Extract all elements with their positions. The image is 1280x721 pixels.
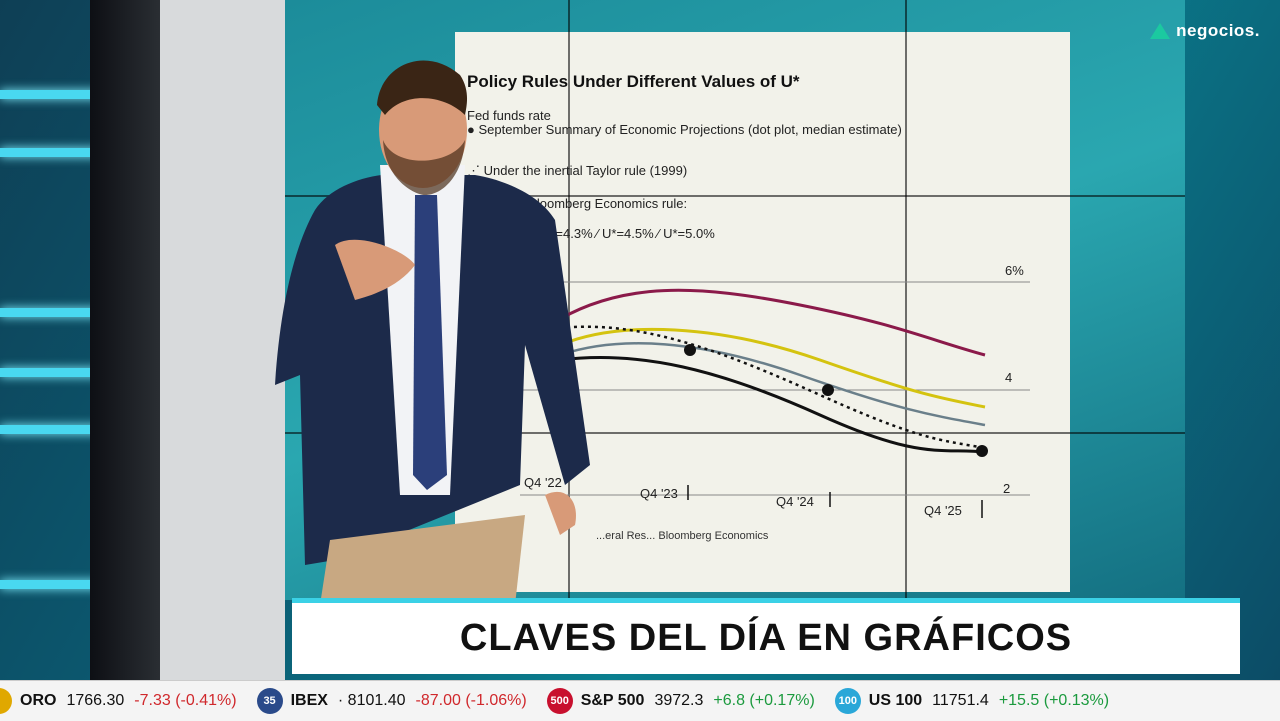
series-line-gray (559, 342, 986, 427)
ticker-change: +6.8 (+0.17%) (713, 692, 815, 709)
ticker-change: +15.5 (+0.13%) (998, 692, 1110, 709)
logo-icon (1150, 23, 1171, 39)
screen-seam (905, 0, 907, 600)
ticker-item: ORO 1766.30 -7.33 (-0.41%) (0, 688, 237, 714)
screen-seam (568, 0, 570, 600)
ticker-value: 1766.30 (66, 692, 125, 709)
channel-logo: negocios. (1150, 16, 1260, 46)
screen-seam (285, 195, 1185, 197)
dot-plot-point (822, 384, 834, 396)
ticker-badge: 100 (834, 688, 861, 714)
ticker-name: ORO (20, 692, 57, 709)
ticker-badge: 35 (256, 688, 283, 714)
ticker-value: 11751.4 (932, 692, 989, 709)
ticker-name: IBEX (290, 692, 328, 709)
studio-wall (160, 0, 285, 680)
legend-label: Under the inertial Taylor rule (1999) (483, 163, 688, 178)
neon-light (0, 90, 150, 99)
presenter (275, 60, 590, 605)
market-ticker: ORO 1766.30 -7.33 (-0.41%) 35 IBEX · 810… (0, 680, 1280, 721)
legend-ustar: % ⁄ U*=4.3% ⁄ U*=4.5% ⁄ U*=5.0% (520, 226, 715, 241)
ticker-badge: 500 (546, 688, 573, 714)
logo-text: negocios. (1176, 21, 1260, 40)
lower-third-banner: CLAVES DEL DÍA EN GRÁFICOS (292, 598, 1240, 674)
ticker-item: 35 IBEX · 8101.40 -87.00 (-1.06%) (256, 688, 527, 714)
ticker-name: S&P 500 (580, 692, 645, 709)
ticker-badge (0, 688, 12, 714)
y-tick-label: 2 (1003, 481, 1011, 496)
x-tick-label: Q4 '23 (640, 486, 678, 501)
ticker-change: -87.00 (-1.06%) (415, 692, 527, 709)
dot-plot-point (976, 445, 988, 457)
studio-background: Policy Rules Under Different Values of U… (0, 0, 1280, 680)
screen-seam (285, 432, 1185, 434)
ticker-item: 100 US 100 11751.4 +15.5 (+0.13%) (834, 688, 1110, 714)
series-line-red (549, 288, 986, 357)
chart-lines (520, 281, 1030, 518)
legend-label: September Summary of Economic Projection… (478, 122, 902, 137)
x-tick-label: Q4 '24 (776, 494, 814, 509)
x-tick-label: Q4 '22 (524, 475, 562, 490)
chart-source: ...eral Res... Bloomberg Economics (596, 530, 769, 542)
legend-taylor: ⋰ Under the inertial Taylor rule (1999) (467, 163, 688, 178)
neon-light (0, 368, 125, 377)
y-tick-label: 6% (1005, 263, 1024, 278)
banner-title: CLAVES DEL DÍA EN GRÁFICOS (459, 617, 1073, 659)
ticker-item: 500 S&P 500 3972.3 +6.8 (+0.17%) (546, 688, 815, 714)
ticker-value: · 8101.40 (337, 692, 406, 709)
neon-light (0, 425, 120, 434)
y-tick-label: 4 (1005, 370, 1013, 385)
neon-light (0, 308, 130, 317)
studio-pillar (90, 0, 160, 680)
x-tick-label: Q4 '25 (924, 503, 962, 518)
ticker-value: 3972.3 (654, 692, 704, 709)
dot-plot-point (684, 344, 696, 356)
ticker-change: -7.33 (-0.41%) (134, 692, 237, 709)
neon-light (0, 148, 150, 157)
chart-subtitle: Fed funds rate (467, 108, 551, 123)
chart-title: Policy Rules Under Different Values of U… (467, 72, 800, 91)
legend-bloomberg: ...ke Bloomberg Economics rule: (500, 196, 688, 211)
legend-dot-plot: ● September Summary of Economic Projecti… (467, 122, 902, 137)
ticker-name: US 100 (868, 692, 923, 709)
series-line-black (559, 355, 986, 454)
neon-light (0, 580, 100, 589)
series-line-yellow (559, 327, 986, 409)
